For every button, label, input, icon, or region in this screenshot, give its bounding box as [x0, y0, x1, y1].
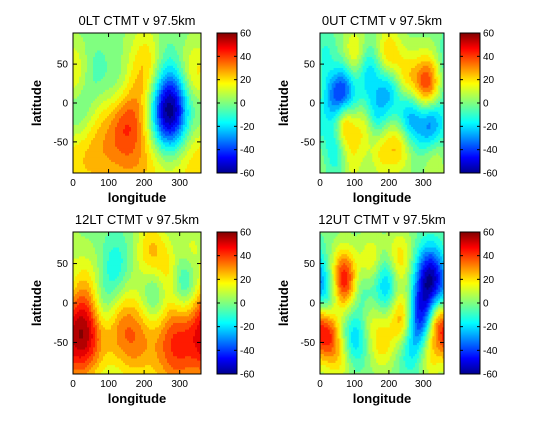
colorbar-tick-label: -20 — [240, 122, 255, 133]
x-tick-label: 0 — [70, 178, 76, 189]
colorbar-tick-label: -40 — [240, 145, 255, 156]
colorbar-tick-label: 0 — [240, 99, 246, 110]
y-axis-label: latitude — [29, 80, 44, 126]
y-tick-label: 50 — [57, 60, 69, 71]
heatmap-field — [320, 33, 445, 174]
y-tick-label: -50 — [54, 137, 69, 148]
colorbar-tick-label: -60 — [240, 169, 255, 180]
x-tick-label: 200 — [136, 178, 153, 189]
colorbar: 60 40 20 0 -20 -40 -60 — [217, 29, 255, 180]
y-tick-label: 0 — [62, 99, 68, 110]
x-tick-label: 300 — [171, 178, 188, 189]
colorbar-tick-label: 40 — [240, 52, 252, 63]
x-axis-label: longitude — [108, 190, 167, 205]
heatmap-field — [73, 33, 202, 174]
colorbar-tick-label: 60 — [240, 29, 252, 40]
panel-title: 0LT CTMT v 97.5km — [78, 13, 195, 28]
colorbar-tick-label: 20 — [240, 75, 252, 86]
x-tick-label: 100 — [100, 178, 117, 189]
